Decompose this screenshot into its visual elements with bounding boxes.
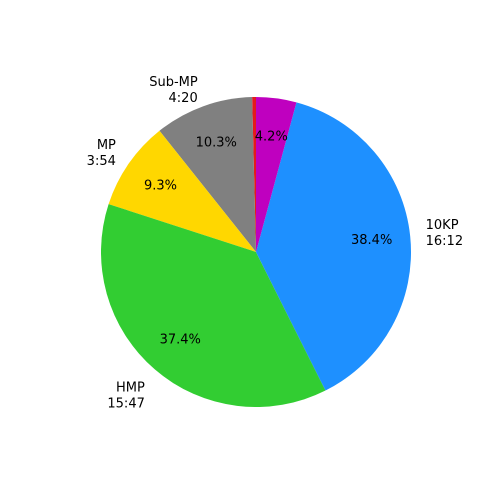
pct-label: 10.3% (196, 135, 237, 150)
pie-slice (108, 130, 256, 252)
category-label: Sub-MP 4:20 (149, 75, 198, 106)
category-name: HMP (116, 380, 145, 395)
category-time: 15:47 (107, 396, 144, 411)
pct-label: 38.4% (351, 233, 392, 248)
pie-slice (101, 204, 326, 408)
pct-label: 4.2% (255, 129, 288, 144)
category-label: MP 3:54 (87, 138, 116, 169)
pie-slice (256, 102, 412, 391)
pie-slices (101, 97, 412, 408)
category-time: 16:12 (426, 234, 463, 249)
pie-slice (256, 97, 297, 252)
pie-slice (252, 97, 256, 252)
pie-slice (159, 97, 256, 252)
category-label: 10KP 16:12 (426, 218, 463, 249)
pct-label: 9.3% (144, 178, 177, 193)
category-name: 10KP (426, 218, 459, 233)
pie-labels: 10.3% Sub-MP 4:20 9.3% MP 3:54 37.4% HMP 15:47 38… (87, 75, 463, 412)
category-name: MP (97, 138, 116, 153)
category-label: HMP 15:47 (107, 380, 145, 411)
category-time: 4:20 (169, 91, 198, 106)
category-time: 3:54 (87, 154, 116, 169)
pct-label: 37.4% (160, 333, 201, 348)
category-name: Sub-MP (149, 75, 198, 90)
